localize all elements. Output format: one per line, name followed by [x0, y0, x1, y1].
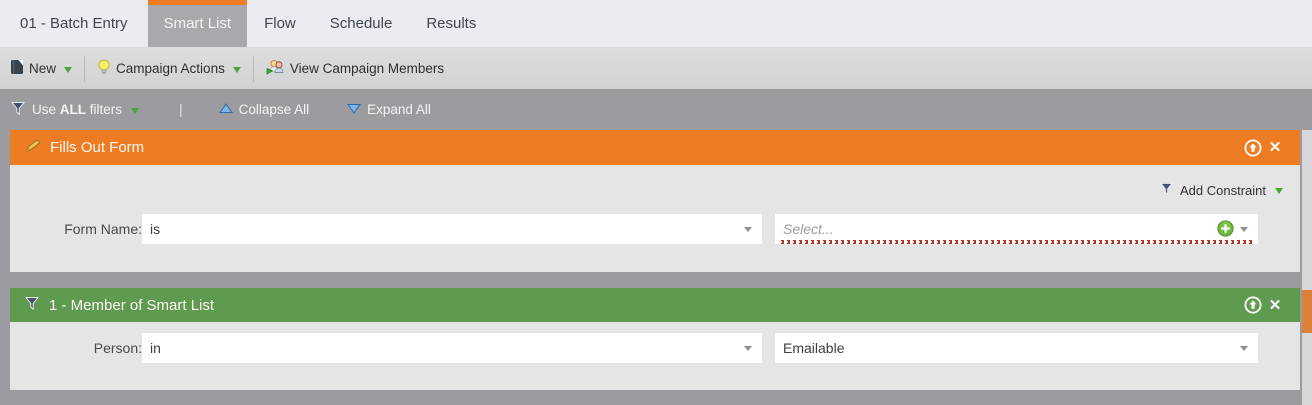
view-campaign-members-label: View Campaign Members: [289, 61, 445, 76]
collapse-all-label: Collapse All: [238, 102, 310, 117]
chevron-down-icon: [1240, 346, 1248, 351]
campaign-actions-label: Campaign Actions: [116, 61, 225, 76]
add-constraint-label: Add Constraint: [1180, 182, 1266, 198]
panel-body-fills-out-form: Add Constraint Form Name: is Select...: [10, 165, 1300, 272]
use-filters-label: Use ALL filters: [32, 102, 123, 117]
lightbulb-icon: [97, 59, 111, 79]
filter-icon: [1159, 181, 1174, 199]
tab-results[interactable]: Results: [426, 15, 477, 32]
chevron-down-icon: [744, 227, 752, 232]
value-placeholder: Select...: [783, 221, 834, 237]
add-constraint-button[interactable]: Add Constraint: [1159, 181, 1283, 199]
filter-icon: [24, 295, 40, 315]
person-value-select[interactable]: Emailable: [775, 333, 1258, 363]
operator-value: in: [150, 340, 161, 356]
tab-schedule[interactable]: Schedule: [329, 15, 393, 32]
toolbar-separator: [84, 55, 86, 82]
filter-toolbar: Use ALL filters | Collapse All Expand Al…: [0, 89, 1312, 130]
scrollbar[interactable]: [1302, 130, 1312, 405]
filter-icon: [10, 100, 26, 119]
triangle-down-icon: [347, 102, 362, 117]
pencil-icon: [24, 138, 41, 158]
tab-flow[interactable]: Flow: [264, 15, 296, 32]
form-name-label: Form Name:: [64, 221, 142, 237]
operator-value: is: [150, 221, 161, 237]
panel-header-fills-out-form[interactable]: Fills Out Form ✕: [10, 130, 1300, 165]
person-label: Person:: [93, 340, 142, 356]
action-toolbar: New Campaign Actions View Campaign: [0, 48, 1312, 89]
panel-title: Fills Out Form: [50, 139, 145, 156]
close-icon[interactable]: ✕: [1268, 139, 1282, 156]
view-campaign-members-button[interactable]: View Campaign Members: [256, 48, 454, 89]
expand-all-label: Expand All: [367, 102, 431, 117]
panel-title: 1 - Member of Smart List: [49, 296, 215, 314]
tab-bar: 01 - Batch Entry Smart List Flow Schedul…: [0, 0, 1312, 48]
form-name-operator-select[interactable]: is: [142, 214, 762, 244]
panel-body-member-of-smart-list: Person: in Emailable: [10, 322, 1300, 390]
scrollbar-marker: [1302, 290, 1312, 333]
people-icon: [266, 59, 285, 79]
collapse-all-button[interactable]: Collapse All: [209, 102, 320, 117]
move-up-icon[interactable]: [1242, 137, 1264, 159]
use-all-filters-button[interactable]: Use ALL filters: [0, 100, 149, 119]
chevron-down-icon: [232, 66, 241, 73]
tab-smart-list[interactable]: Smart List: [147, 0, 248, 47]
chevron-down-icon: [1275, 188, 1283, 194]
triangle-up-icon: [218, 102, 233, 117]
value-text: Emailable: [783, 340, 845, 356]
close-icon[interactable]: ✕: [1268, 296, 1282, 314]
move-up-icon[interactable]: [1242, 294, 1264, 316]
campaign-actions-button[interactable]: Campaign Actions: [87, 48, 251, 89]
new-button[interactable]: New: [0, 48, 82, 89]
notebook-icon: [10, 59, 24, 78]
tab-batch-entry[interactable]: 01 - Batch Entry: [20, 15, 128, 32]
chevron-down-icon: [1240, 227, 1248, 232]
panel-header-member-of-smart-list[interactable]: 1 - Member of Smart List ✕: [10, 288, 1300, 322]
add-value-button[interactable]: [1217, 220, 1234, 242]
chevron-down-icon: [744, 346, 752, 351]
toolbar-separator: [252, 55, 254, 82]
new-button-label: New: [29, 61, 57, 76]
chevron-down-icon: [131, 107, 140, 114]
filterbar-separator: |: [179, 102, 183, 117]
chevron-down-icon: [64, 66, 73, 73]
form-name-value-select[interactable]: Select...: [775, 214, 1258, 244]
expand-all-button[interactable]: Expand All: [337, 102, 441, 117]
person-operator-select[interactable]: in: [142, 333, 762, 363]
validation-error-underline: [778, 240, 1253, 244]
